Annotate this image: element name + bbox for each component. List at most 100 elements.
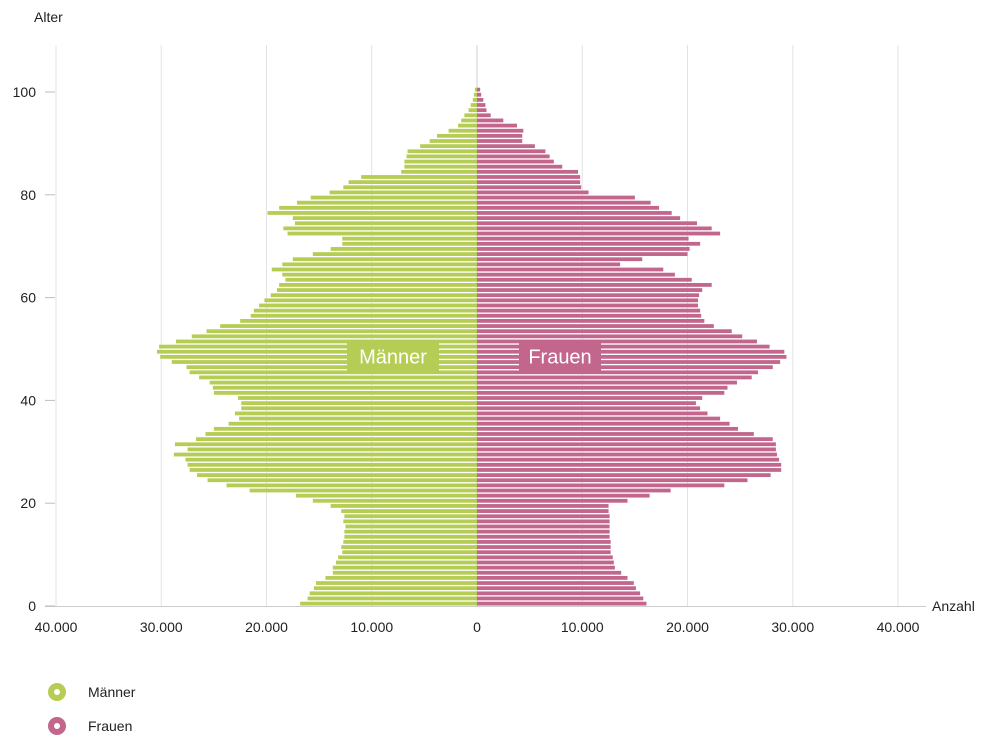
y-tick-label-5: 100 <box>13 84 37 100</box>
axis-layer: 40.000 30.000 20.000 10.000 0 10.000 20.000 30.… <box>13 9 975 635</box>
bar-maenner-age-23 <box>226 483 477 488</box>
bar-maenner-age-81 <box>343 185 477 190</box>
bar-maenner-age-28 <box>185 457 477 462</box>
x-tick-label-1: 30.000 <box>140 619 183 635</box>
bar-maenner-age-4 <box>315 581 477 585</box>
bar-maenner-age-63 <box>285 277 477 282</box>
bar-maenner-age-70 <box>342 241 477 246</box>
bar-maenner-age-68 <box>312 252 477 256</box>
bar-maenner-age-74 <box>294 221 477 226</box>
x-tick-label-2: 20.000 <box>245 619 288 635</box>
bar-frauen-age-11 <box>477 545 611 549</box>
bar-maenner-age-50 <box>159 344 477 349</box>
bar-frauen-age-42 <box>477 385 728 390</box>
bar-maenner-age-54 <box>220 324 477 328</box>
series-label-frauen: Frauen <box>519 342 601 371</box>
legend-label-maenner: Männer <box>88 684 136 700</box>
bar-frauen-age-69 <box>477 247 690 251</box>
bar-maenner-age-95 <box>464 113 477 118</box>
bar-maenner-age-97 <box>470 103 477 107</box>
bar-frauen-age-43 <box>477 380 737 385</box>
bar-maenner-age-51 <box>175 339 478 344</box>
bar-maenner-age-30 <box>187 447 477 452</box>
bar-maenner-age-79 <box>310 195 477 200</box>
bar-frauen-age-26 <box>477 468 782 472</box>
bar-frauen-age-25 <box>477 473 771 477</box>
bar-maenner-age-31 <box>174 442 477 447</box>
legend-marker-maenner <box>48 683 66 701</box>
bar-frauen-age-56 <box>477 313 702 318</box>
series-label-frauen-bg <box>519 342 601 371</box>
bar-frauen-age-18 <box>477 509 609 513</box>
bar-frauen-age-79 <box>477 195 635 200</box>
bar-frauen-age-84 <box>477 169 579 174</box>
bar-maenner-age-89 <box>420 144 477 149</box>
bar-maenner-age-12 <box>343 540 477 544</box>
bar-frauen-age-21 <box>477 493 650 498</box>
bar-maenner-age-7 <box>332 565 477 570</box>
bar-maenner-age-35 <box>228 421 477 426</box>
bar-frauen-age-62 <box>477 283 712 287</box>
bar-maenner-age-72 <box>287 231 477 236</box>
bar-maenner-age-60 <box>270 293 477 298</box>
bar-frauen-age-39 <box>477 401 696 406</box>
bar-frauen-age-95 <box>477 113 491 118</box>
x-tick-label-8: 40.000 <box>877 619 920 635</box>
legend-marker-frauen <box>48 717 66 735</box>
bar-frauen-age-30 <box>477 447 776 452</box>
bar-frauen-age-90 <box>477 139 523 143</box>
bar-maenner-age-61 <box>277 288 477 292</box>
y-tick-label-1: 20 <box>20 495 36 511</box>
bar-maenner-age-85 <box>404 164 477 169</box>
bar-maenner-age-62 <box>279 283 477 287</box>
bar-frauen-age-70 <box>477 241 701 246</box>
bar-maenner-age-10 <box>342 550 477 555</box>
bar-frauen-age-51 <box>477 339 757 344</box>
bar-maenner-age-26 <box>189 468 478 472</box>
bars-layer <box>157 87 787 606</box>
bar-frauen-age-29 <box>477 452 777 457</box>
bar-frauen-age-81 <box>477 185 582 190</box>
bar-maenner-age-58 <box>259 303 477 308</box>
bar-frauen-age-32 <box>477 437 773 442</box>
bar-maenner-age-65 <box>271 267 477 272</box>
bar-frauen-age-5 <box>477 576 628 580</box>
bar-maenner-age-20 <box>312 498 477 503</box>
bar-maenner-age-32 <box>195 437 478 442</box>
x-tick-label-5: 10.000 <box>561 619 604 635</box>
legend-label-frauen: Frauen <box>88 718 133 734</box>
bar-frauen-age-93 <box>477 123 517 128</box>
legend-item-maenner[interactable]: Männer <box>48 682 135 702</box>
bar-frauen-age-34 <box>477 426 739 431</box>
bar-maenner-age-25 <box>197 473 477 477</box>
bar-frauen-age-35 <box>477 421 730 426</box>
series-label-maenner-bg <box>347 342 439 371</box>
bar-frauen-age-52 <box>477 334 743 339</box>
legend: Männer Frauen <box>48 682 135 750</box>
x-tick-label-0: 40.000 <box>35 619 78 635</box>
bar-frauen-age-12 <box>477 540 611 544</box>
bar-frauen-age-73 <box>477 226 712 231</box>
bar-frauen-age-4 <box>477 581 634 585</box>
bar-frauen-age-3 <box>477 586 636 591</box>
bar-maenner-age-33 <box>205 432 477 436</box>
bar-maenner-age-76 <box>267 211 477 215</box>
bar-frauen-age-44 <box>477 375 752 380</box>
bar-frauen-age-48 <box>477 354 787 359</box>
bar-frauen-age-46 <box>477 365 773 370</box>
bar-frauen-age-49 <box>477 349 785 354</box>
bar-frauen-age-94 <box>477 118 504 123</box>
bar-maenner-age-83 <box>361 175 477 179</box>
y-axis-title: Alter <box>34 9 63 25</box>
bar-frauen-age-7 <box>477 565 615 570</box>
bar-maenner-age-77 <box>279 205 477 210</box>
legend-item-frauen[interactable]: Frauen <box>48 716 135 736</box>
bar-frauen-age-64 <box>477 272 675 277</box>
bar-maenner-age-37 <box>234 411 477 416</box>
bar-maenner-age-21 <box>295 493 477 498</box>
bar-frauen-age-17 <box>477 514 610 519</box>
bar-frauen-age-50 <box>477 344 770 349</box>
x-tick-label-6: 20.000 <box>666 619 709 635</box>
y-tick-label-2: 40 <box>20 392 36 408</box>
bar-maenner-age-92 <box>448 128 477 133</box>
